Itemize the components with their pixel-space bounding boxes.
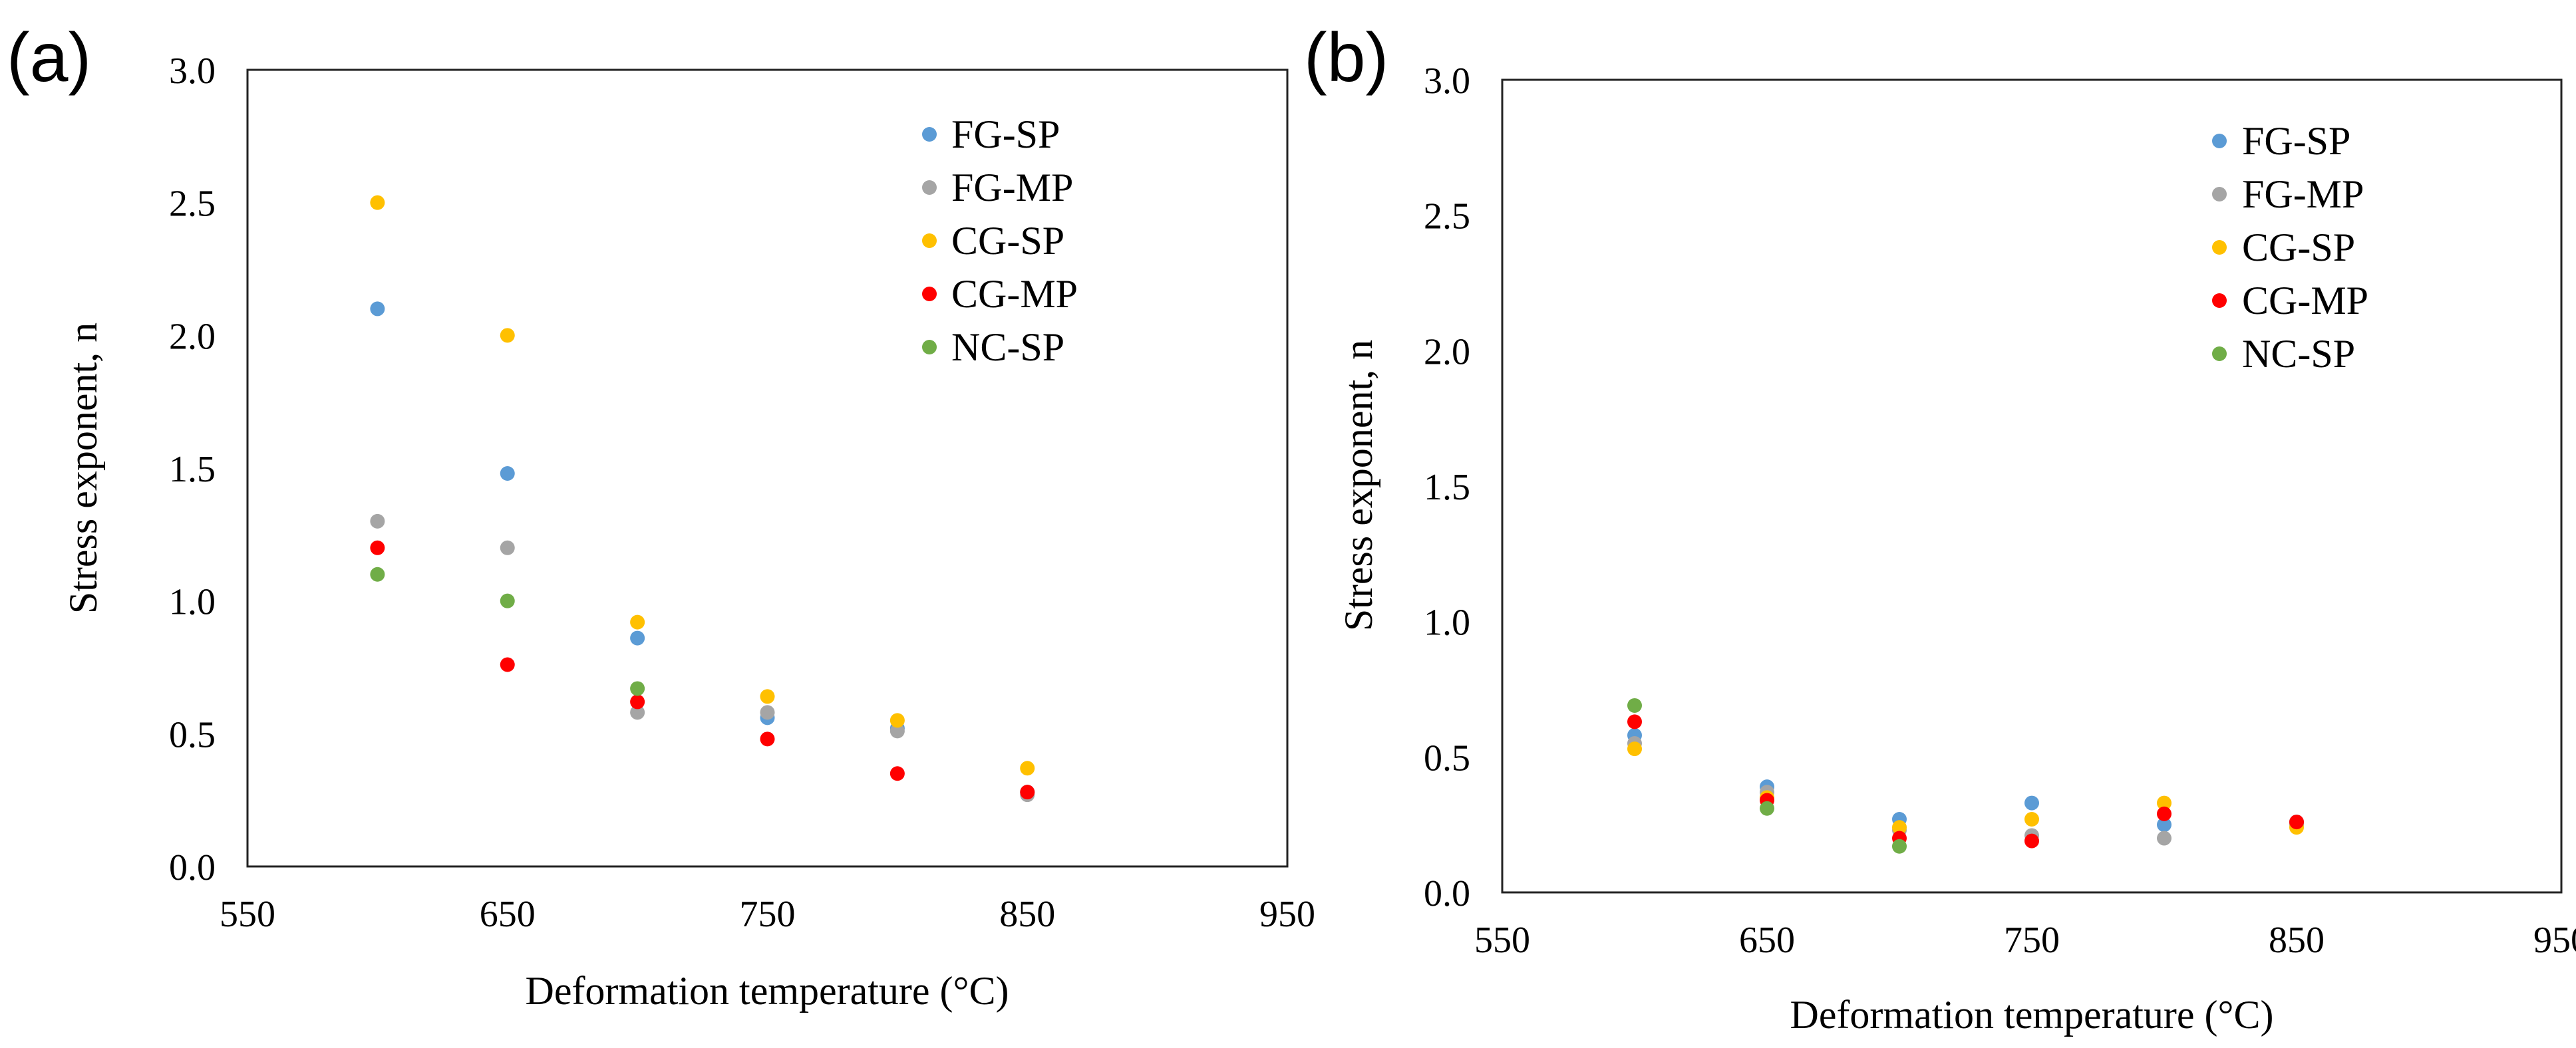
data-point-a-cg-mp [1020,785,1035,800]
legend-marker-b-fg-sp [2212,134,2227,148]
y-tick-label-a: 1.0 [169,582,216,623]
data-point-b-cg-sp [2024,812,2039,827]
legend-marker-b-nc-sp [2212,346,2227,361]
x-tick-label-b: 750 [2004,920,2060,961]
data-point-a-cg-sp [630,614,645,630]
data-point-b-cg-mp [2024,833,2039,849]
y-tick-label-a: 2.0 [169,316,216,357]
y-axis-title-b: Stress exponent, n [1337,340,1380,631]
legend-marker-b-cg-sp [2212,240,2227,255]
data-point-b-fg-sp [2024,795,2039,811]
data-point-a-fg-mp [760,705,775,720]
y-tick-label-b: 2.5 [1424,196,1470,237]
data-point-a-cg-sp [1020,761,1035,776]
legend-label-b-cg-mp: CG-MP [2242,279,2368,323]
y-tick-label-b: 1.5 [1424,467,1470,508]
data-point-a-fg-mp [630,705,645,720]
x-tick-label-b: 550 [1474,920,1530,961]
data-point-b-nc-sp [1892,839,1907,854]
data-point-a-nc-sp [630,681,645,696]
data-point-b-cg-sp [2157,795,2172,811]
y-tick-label-b: 0.0 [1424,873,1470,914]
x-tick-label-a: 750 [740,894,796,935]
data-point-a-fg-mp [500,540,515,555]
y-tick-label-b: 0.5 [1424,737,1470,779]
legend-label-a-cg-sp: CG-SP [951,219,1064,263]
y-tick-label-b: 1.0 [1424,602,1470,644]
y-tick-label-a: 1.5 [169,449,216,490]
x-tick-label-b: 650 [1739,920,1795,961]
plot-area-b [1501,78,2563,894]
y-tick-label-a: 2.5 [169,184,216,225]
data-point-a-cg-sp [889,713,905,728]
data-point-a-nc-sp [370,567,385,582]
data-point-b-cg-mp [1627,714,1642,729]
legend-marker-a-fg-mp [922,180,937,195]
data-point-a-cg-mp [500,657,515,672]
data-point-a-cg-mp [630,694,645,710]
legend-label-a-fg-mp: FG-MP [951,166,1073,209]
y-tick-label-a: 0.0 [169,847,216,888]
data-point-a-nc-sp [500,593,515,608]
data-point-b-cg-sp [1627,741,1642,757]
panel-label-a: (a) [7,19,91,96]
legend-marker-a-cg-mp [922,287,937,301]
data-point-b-nc-sp [1760,801,1774,816]
x-tick-label-b: 950 [2533,920,2576,961]
data-point-b-cg-mp [2289,815,2304,830]
x-axis-title-b: Deformation temperature (°C) [1790,993,2273,1037]
data-point-b-nc-sp [1627,698,1642,713]
legend-label-b-fg-mp: FG-MP [2242,172,2364,216]
y-tick-label-a: 0.5 [169,714,216,755]
data-point-b-cg-sp [1892,820,1907,835]
legend-label-b-fg-sp: FG-SP [2242,119,2350,163]
data-point-a-cg-sp [760,689,775,704]
data-point-a-cg-mp [370,540,385,555]
y-tick-label-b: 3.0 [1424,61,1470,102]
data-point-b-fg-sp [2157,817,2172,833]
data-point-a-fg-sp [630,630,645,646]
data-point-a-fg-sp [370,301,385,317]
legend-marker-b-cg-mp [2212,293,2227,308]
x-tick-label-a: 550 [220,894,275,935]
x-axis-title-a: Deformation temperature (°C) [525,969,1009,1013]
y-axis-title-a: Stress exponent, n [61,323,105,614]
x-tick-label-a: 650 [480,894,536,935]
data-point-a-cg-mp [760,731,775,747]
legend-marker-a-fg-sp [922,127,937,142]
panel-label-b: (b) [1304,19,1388,96]
data-point-b-cg-mp [2157,806,2172,821]
data-point-a-cg-mp [889,766,905,781]
legend-label-b-nc-sp: NC-SP [2242,332,2355,376]
y-tick-label-b: 2.0 [1424,331,1470,372]
data-point-a-cg-sp [500,328,515,343]
plot-area-a [246,68,1289,868]
legend-label-a-fg-sp: FG-SP [951,112,1060,156]
legend-label-a-nc-sp: NC-SP [951,325,1064,369]
legend-marker-b-fg-mp [2212,187,2227,201]
data-point-b-fg-mp [2157,831,2172,846]
data-point-a-fg-mp [889,723,905,739]
data-point-a-fg-mp [370,513,385,529]
legend-label-a-cg-mp: CG-MP [951,272,1078,316]
data-point-a-fg-sp [500,465,515,481]
data-point-a-cg-sp [370,195,385,210]
legend-label-b-cg-sp: CG-SP [2242,225,2355,269]
legend-marker-a-cg-sp [922,233,937,248]
legend-marker-a-nc-sp [922,340,937,354]
x-tick-label-a: 950 [1259,894,1315,935]
x-tick-label-a: 850 [999,894,1055,935]
y-tick-label-a: 3.0 [169,51,216,92]
x-tick-label-b: 850 [2269,920,2325,961]
